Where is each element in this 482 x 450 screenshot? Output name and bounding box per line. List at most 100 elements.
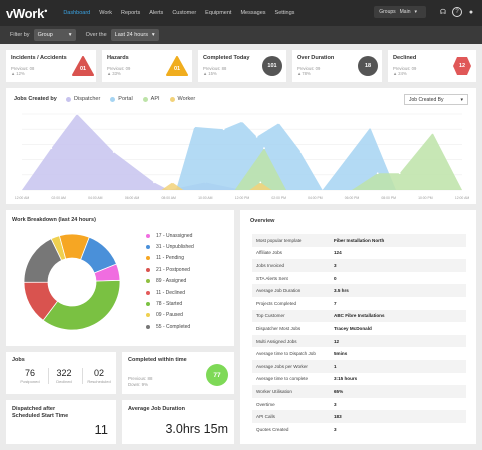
data-point[interactable] <box>112 151 115 153</box>
nav-work[interactable]: Work <box>99 10 112 16</box>
donut-legend-item[interactable]: 55 - Completed <box>146 321 194 332</box>
summary-card-completed-today[interactable]: Completed Today Previous: 88 ▲ 15% 101 <box>198 50 286 82</box>
filter-by-select[interactable]: Group ▾ <box>33 29 76 41</box>
overview-panel: Overview Most popular template Fiber Inst… <box>240 210 476 444</box>
x-tick-label: 02:00 AM <box>52 196 67 200</box>
chevron-down-icon: ▾ <box>414 9 417 15</box>
stat-declined[interactable]: 322 Declined <box>50 368 78 384</box>
data-point[interactable] <box>255 135 258 138</box>
data-point[interactable] <box>50 147 53 150</box>
overview-value: 3 <box>334 262 337 268</box>
legend-label: 21 - Postponed <box>156 266 190 273</box>
legend-api[interactable]: API <box>142 96 160 102</box>
vwork-logo[interactable]: vWork● <box>6 5 48 21</box>
data-point[interactable] <box>171 181 174 184</box>
data-point[interactable] <box>193 126 196 128</box>
stat-rescheduled[interactable]: 02 Rescheduled <box>84 368 114 384</box>
legend-dispatcher[interactable]: Dispatcher <box>66 96 100 102</box>
donut-legend-item[interactable]: 89 - Assigned <box>146 276 194 287</box>
overview-value: 3.5 hrs <box>334 288 349 294</box>
panel-title: Dispatched after Scheduled Start Time <box>12 406 68 420</box>
panel-title: Overview <box>250 218 275 224</box>
series-area-api[interactable] <box>234 133 462 190</box>
completed-within-time-panel: Completed within time Previous: 88 Down:… <box>122 352 234 394</box>
data-point[interactable] <box>369 126 372 129</box>
donut-legend: 17 - Unassigned 31 - Unpublished 11 - Pend… <box>146 230 194 333</box>
donut-legend-item[interactable]: 11 - Pending <box>146 253 194 264</box>
legend-dot <box>146 256 150 261</box>
donut-legend-item[interactable]: 11 - Declined <box>146 287 194 298</box>
data-point[interactable] <box>263 147 265 150</box>
headset-icon[interactable]: ☊ <box>439 9 447 16</box>
nav-equipment[interactable]: Equipment <box>205 10 232 16</box>
overview-value: 12 <box>334 338 340 344</box>
donut-legend-item[interactable]: 78 - Started <box>146 298 194 309</box>
overview-row: Projects Completed 7 <box>252 297 466 310</box>
donut-slice[interactable] <box>23 238 63 283</box>
stat-value: 322 <box>56 368 72 378</box>
nav-dashboard[interactable]: Dashboard <box>63 10 91 16</box>
summary-previous: Previous: 08 <box>11 66 35 71</box>
stat-postponed[interactable]: 76 Postponed <box>16 368 44 384</box>
overview-label: Worker Utilisation <box>256 388 292 394</box>
main-nav: Dashboard Work Reports Alerts Customer E… <box>63 10 303 16</box>
groups-select[interactable]: Groups Main ▾ <box>374 6 426 18</box>
summary-card-over-duration[interactable]: Over Duration Previous: 09 ▲ 78% 18 <box>292 50 382 82</box>
summary-card-incidents[interactable]: Incidents / Accidents Previous: 08 ▲ 12%… <box>6 50 96 82</box>
legend-dot <box>146 324 150 329</box>
donut-legend-item[interactable]: 17 - Unassigned <box>146 230 194 241</box>
legend-worker[interactable]: Worker <box>169 96 195 102</box>
summary-card-hazards[interactable]: Hazards Previous: 09 ▲ 33% 01 <box>102 50 192 82</box>
nav-settings[interactable]: Settings <box>274 10 295 16</box>
data-point[interactable] <box>431 132 434 134</box>
x-tick-label: 06:00 PM <box>345 196 360 200</box>
data-point[interactable] <box>259 181 262 184</box>
legend-dot <box>146 313 150 318</box>
average-job-duration-panel: Average Job Duration 3.0hrs 15m <box>122 400 234 444</box>
overview-value: 124 <box>334 250 342 256</box>
overview-row: Average time to complete 3:15 hours <box>252 373 466 386</box>
nav-customer[interactable]: Customer <box>172 10 197 16</box>
hexagon-badge-icon <box>453 57 471 75</box>
overview-label: STA Alerts Sent <box>256 275 288 281</box>
dispatched-after-panel: Dispatched after Scheduled Start Time 11 <box>6 400 116 444</box>
data-point[interactable] <box>376 172 379 175</box>
data-point[interactable] <box>153 181 155 184</box>
summary-title: Completed Today <box>203 55 250 61</box>
summary-change: ▲ 15% <box>203 71 217 76</box>
legend-dot <box>142 96 148 102</box>
legend-label: 89 - Assigned <box>156 278 187 285</box>
stat-label: Rescheduled <box>87 379 111 384</box>
data-point[interactable] <box>299 151 302 153</box>
help-icon[interactable]: ? <box>452 7 462 17</box>
data-point[interactable] <box>398 172 401 175</box>
jobs-area-chart: 12:00 AM 02:00 AM 04:00 AM 06:00 AM 08:00 AM… <box>15 113 469 200</box>
legend-portal[interactable]: Portal <box>110 96 133 102</box>
nav-messages[interactable]: Messages <box>240 10 266 16</box>
summary-card-declined[interactable]: Declined Previous: 09 ▲ 24% 12 <box>388 50 476 82</box>
data-point[interactable] <box>76 113 78 115</box>
donut-legend-item[interactable]: 31 - Unpublished <box>146 241 194 252</box>
overview-row: Average time to Dispatch Job 5mins <box>252 347 466 360</box>
nav-reports[interactable]: Reports <box>120 10 141 16</box>
overview-value: 0 <box>334 275 337 281</box>
job-created-by-select[interactable]: Job Created By ▾ <box>404 94 468 105</box>
over-label: Over the <box>85 32 107 38</box>
time-range-select[interactable]: Last 24 hours ▾ <box>110 29 159 41</box>
donut-legend-item[interactable]: 21 - Postponed <box>146 264 194 275</box>
summary-value: 12 <box>458 63 466 69</box>
nav-alerts[interactable]: Alerts <box>149 10 164 16</box>
data-point[interactable] <box>222 128 225 131</box>
donut-legend-item[interactable]: 09 - Paused <box>146 310 194 321</box>
legend-dot <box>146 233 150 238</box>
series-area-dispatcher[interactable] <box>22 114 242 190</box>
series-area-portal[interactable] <box>176 121 396 190</box>
donut-slice[interactable] <box>42 279 121 331</box>
summary-title: Incidents / Accidents <box>11 55 67 61</box>
user-icon[interactable]: ● <box>468 8 474 16</box>
data-point[interactable] <box>277 122 280 125</box>
x-tick-label: 10:00 AM <box>198 196 213 200</box>
overview-value: 3 <box>334 401 337 407</box>
data-point[interactable] <box>241 120 243 123</box>
legend-label: 55 - Completed <box>156 323 191 330</box>
